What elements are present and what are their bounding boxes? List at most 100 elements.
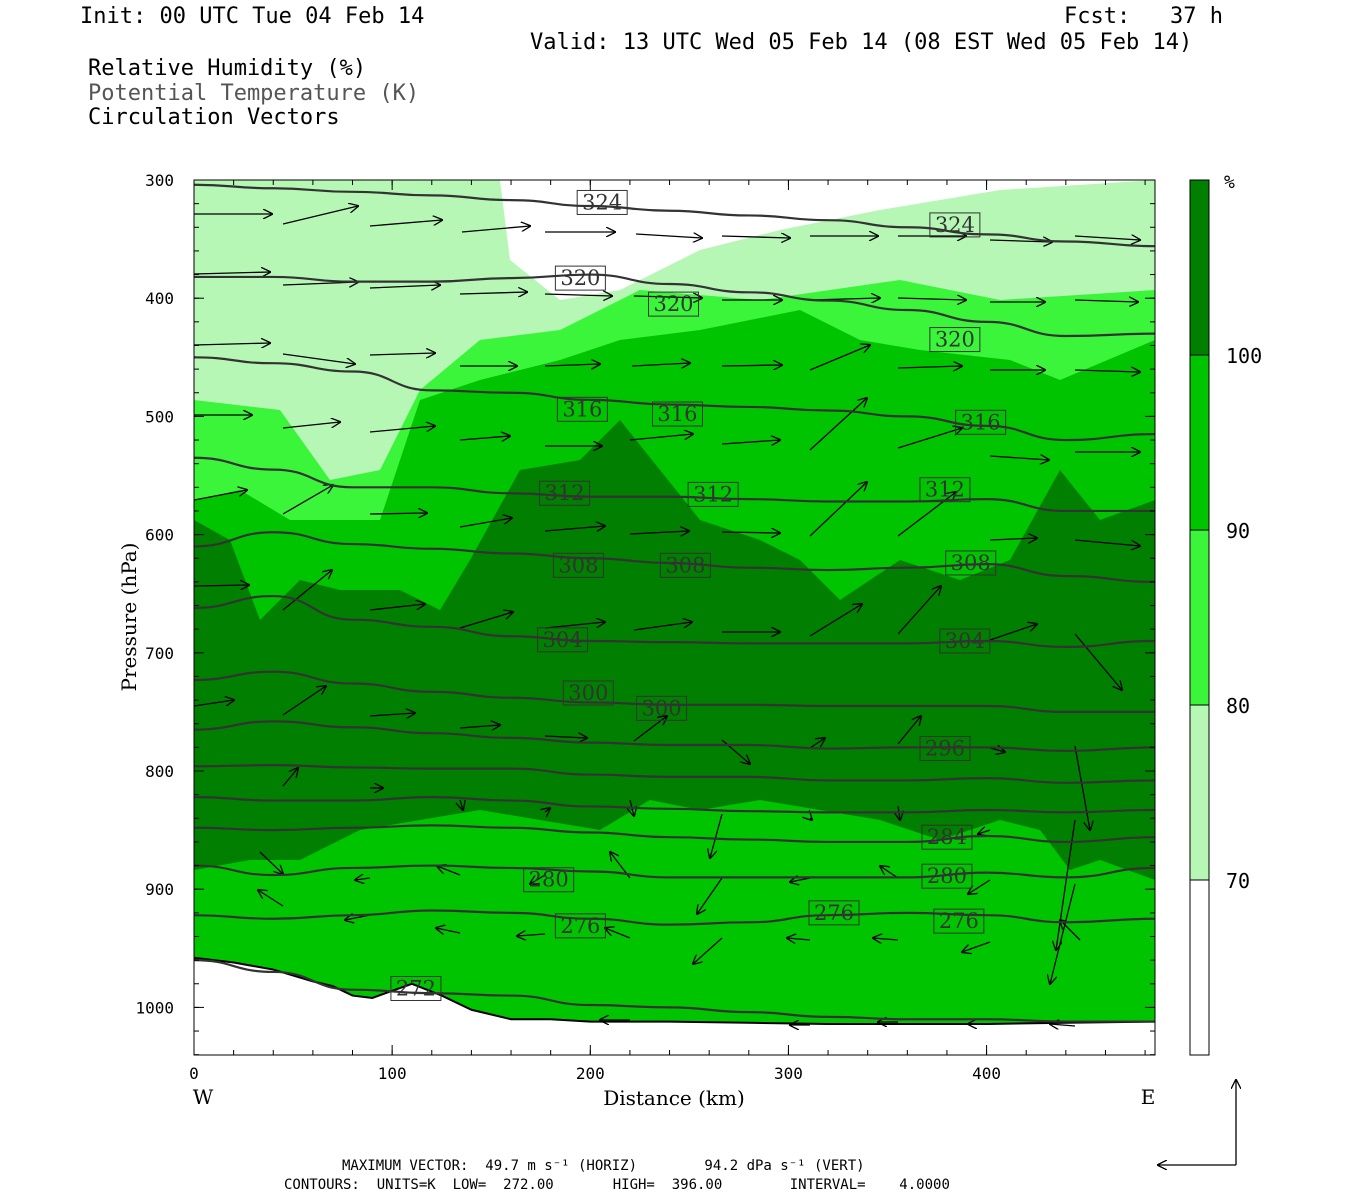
svg-text:280: 280 <box>529 868 569 892</box>
circulation-vector <box>1074 370 1140 372</box>
isentrope-label-324: 324 <box>576 189 628 215</box>
reference-vector-icon <box>1158 1080 1236 1165</box>
circulation-vector <box>459 292 527 294</box>
circulation-vector <box>369 220 442 227</box>
isentrope-label-324: 324 <box>929 212 981 238</box>
isentrope-label-272: 272 <box>390 975 442 1001</box>
y-tick-label: 700 <box>145 644 174 663</box>
circulation-vector <box>460 799 463 810</box>
circulation-vector <box>437 866 461 876</box>
svg-text:276: 276 <box>560 914 600 938</box>
colorbar-level-label: 100 <box>1226 344 1262 368</box>
circulation-vector <box>790 878 811 882</box>
isentrope-label-316: 316 <box>556 396 608 422</box>
colorbar-level-label: 90 <box>1226 519 1250 543</box>
x-tick-label: 400 <box>972 1064 1001 1083</box>
circulation-vector <box>1050 1024 1076 1026</box>
plot-frame <box>193 179 1156 1056</box>
circulation-vector <box>631 363 690 366</box>
circulation-vector <box>194 700 234 707</box>
isentrope-label-308: 308 <box>659 552 711 578</box>
circulation-vector <box>721 440 780 444</box>
isentrope-308 <box>194 531 1155 583</box>
colorbar-segment <box>1189 529 1210 706</box>
circulation-vector <box>282 206 358 225</box>
isentrope-label-308: 308 <box>552 552 604 578</box>
circulation-vector <box>633 622 692 631</box>
circulation-vector <box>710 813 723 858</box>
isentrope-label-300: 300 <box>636 695 688 721</box>
circulation-vector <box>897 586 941 635</box>
svg-text:300: 300 <box>568 681 608 705</box>
isentrope-label-304: 304 <box>939 628 991 654</box>
svg-text:320: 320 <box>560 266 600 290</box>
isentrope-276 <box>194 909 1155 926</box>
isentrope-312 <box>194 456 1155 513</box>
colorbar-level-label: 80 <box>1226 694 1250 718</box>
y-tick-label: 300 <box>145 171 174 190</box>
circulation-vector <box>721 532 780 533</box>
circulation-vector <box>461 226 530 233</box>
circulation-vector <box>544 294 612 296</box>
svg-text:276: 276 <box>939 909 979 933</box>
circulation-vector <box>194 343 270 345</box>
circulation-vectors <box>194 206 1140 1026</box>
x-tick-label: 0 <box>189 1064 199 1083</box>
isentrope-label-284: 284 <box>921 824 973 850</box>
valid-time: Valid: 13 UTC Wed 05 Feb 14 (08 EST Wed … <box>530 30 1193 55</box>
circulation-vector <box>635 234 702 238</box>
isentrope-292 <box>194 763 1155 784</box>
circulation-vector <box>459 436 510 440</box>
isentrope-288 <box>194 795 1155 814</box>
circulation-vector <box>1074 236 1140 240</box>
svg-text:304: 304 <box>543 628 583 652</box>
circulation-vector <box>1074 633 1122 690</box>
y-tick-label: 800 <box>145 762 174 781</box>
svg-text:316: 316 <box>562 397 602 421</box>
circulation-vector <box>693 937 723 964</box>
circulation-vector <box>282 353 355 364</box>
circulation-vector <box>897 716 921 745</box>
y-tick-label: 1000 <box>135 998 174 1017</box>
isentrope-label-320: 320 <box>648 291 700 317</box>
circulation-vector <box>459 612 513 629</box>
isentrope-label-316: 316 <box>955 409 1007 435</box>
circulation-vector <box>810 818 812 820</box>
circulation-vector <box>258 890 284 907</box>
isentrope-296 <box>194 720 1155 753</box>
isentrope-label-276: 276 <box>933 908 985 934</box>
isentrope-label-280: 280 <box>523 867 575 893</box>
circulation-vector <box>544 622 605 629</box>
circulation-vector <box>282 570 332 611</box>
x-tick-label: 100 <box>378 1064 407 1083</box>
colorbar-segment <box>1189 879 1210 1056</box>
svg-text:308: 308 <box>665 553 705 577</box>
circulation-vector <box>282 485 333 515</box>
circulation-vector <box>989 538 1037 540</box>
circulation-vector <box>873 938 899 940</box>
circulation-vector <box>517 934 546 936</box>
isentrope-labels: 324 324 320 320 320 316 316 316 312 312 312 308 308 3… <box>390 189 1007 1001</box>
terrain-mask <box>194 957 1155 1055</box>
svg-text:308: 308 <box>558 553 598 577</box>
x-tick-label: 200 <box>576 1064 605 1083</box>
circulation-vector <box>1050 883 1076 984</box>
circulation-vector <box>436 928 461 933</box>
circulation-vector <box>194 585 249 586</box>
footer-contours: CONTOURS: UNITS=K LOW= 272.00 HIGH= 396.… <box>284 1177 950 1193</box>
svg-text:276: 276 <box>814 901 854 925</box>
svg-text:324: 324 <box>582 190 622 214</box>
circulation-vector <box>544 364 600 366</box>
legend-rh: Relative Humidity (%) <box>88 56 367 81</box>
isentrope-324 <box>194 183 1155 248</box>
circulation-vector <box>282 686 326 716</box>
isentrope-272 <box>194 959 1155 1023</box>
circulation-vector <box>459 725 500 728</box>
circulation-vector <box>369 513 427 514</box>
circulation-vector <box>897 428 962 449</box>
isentrope-label-276: 276 <box>554 913 606 939</box>
circulation-vector <box>629 531 689 534</box>
y-tick-label: 900 <box>145 880 174 899</box>
circulation-vector <box>989 748 1005 752</box>
circulation-vector <box>282 422 340 429</box>
